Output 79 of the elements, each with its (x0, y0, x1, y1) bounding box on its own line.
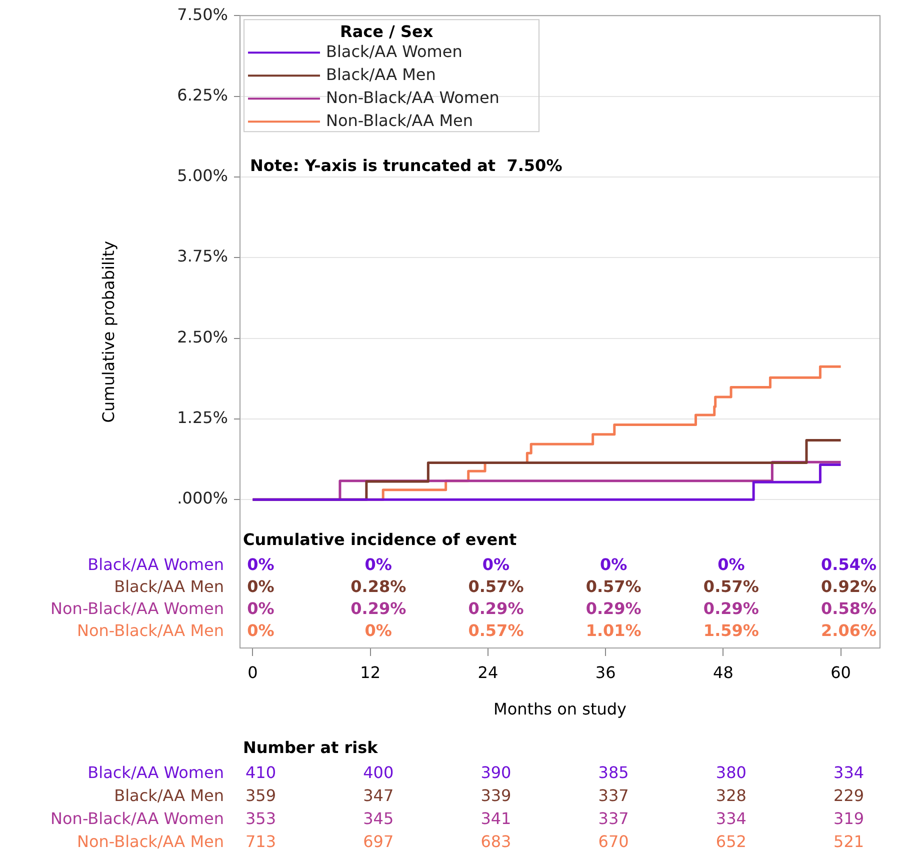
annotation: 1.59% (703, 621, 759, 640)
y-tick-label: 1.25% (177, 408, 228, 428)
legend-label: Black/AA Women (326, 42, 462, 61)
y-tick-label: 3.75% (177, 246, 228, 266)
text: 390 (480, 763, 512, 782)
annotation: 0.29% (350, 599, 406, 618)
text: 359 (245, 786, 276, 806)
text: 334 (834, 763, 864, 782)
annotation: 0% (364, 555, 392, 574)
text: Number at risk (243, 738, 378, 758)
annotation: 0% (364, 621, 392, 640)
text: 385 (598, 763, 629, 782)
text: Non-Black/AA Women (50, 809, 224, 828)
legend-title: Race / Sex (340, 22, 434, 41)
x-axis-title: Months on study (494, 700, 626, 719)
y-tick-label: 2.50% (177, 327, 228, 346)
annotation: 0% (247, 577, 274, 596)
text: 521 (834, 832, 864, 852)
x-tick-label: 24 (478, 662, 498, 682)
annotation: 0.29% (586, 599, 642, 618)
annotation: 2.06% (821, 621, 877, 640)
legend-label: Non-Black/AA Men (326, 110, 473, 130)
legend-label: Black/AA Men (326, 64, 436, 84)
y-tick-label: 5.00% (177, 166, 228, 186)
text: 319 (834, 809, 864, 828)
text: 400 (363, 763, 394, 782)
text: Black/AA Men (114, 786, 224, 806)
text: Non-Black/AA Men (77, 621, 224, 640)
text: 347 (363, 786, 394, 806)
text: 337 (598, 786, 629, 806)
text: 339 (480, 786, 512, 806)
annotation: 0% (247, 621, 274, 640)
y-tick-label: 6.25% (177, 85, 228, 104)
y-axis-title: Cumulative probability (98, 240, 118, 423)
annotation: 0% (247, 599, 274, 618)
x-tick-label: 36 (595, 662, 616, 682)
annotation: 0.57% (468, 577, 524, 596)
text: 328 (716, 786, 746, 806)
text: 670 (598, 832, 629, 852)
text: 337 (598, 809, 629, 828)
text: Black/AA Women (88, 763, 224, 782)
text: Non-Black/AA Women (50, 599, 224, 618)
text: 341 (480, 809, 512, 828)
annotation: 1.01% (586, 621, 642, 640)
y-tick-label: .000% (177, 488, 228, 508)
text: 697 (363, 832, 394, 852)
text: 353 (245, 809, 276, 828)
x-tick-label: 48 (713, 662, 734, 682)
text: Non-Black/AA Men (77, 832, 224, 852)
text: 380 (716, 763, 746, 782)
text: 713 (245, 832, 276, 852)
annotation: 0% (247, 555, 274, 574)
annotation: 0% (482, 555, 510, 574)
annotation: 0.58% (821, 599, 877, 618)
legend-label: Non-Black/AA Women (326, 88, 500, 107)
x-tick-label: 60 (830, 662, 851, 682)
text: 334 (716, 809, 746, 828)
text: Black/AA Men (114, 577, 224, 596)
text: 410 (245, 763, 276, 782)
text: 229 (834, 786, 864, 806)
x-tick-label: 12 (360, 662, 381, 682)
annotation: 0% (600, 555, 628, 574)
annotation: 0.29% (468, 599, 524, 618)
text: Black/AA Women (88, 555, 224, 574)
annotation: Cumulative incidence of event (243, 530, 517, 550)
annotation: 0% (718, 555, 745, 574)
annotation: 0.57% (703, 577, 759, 596)
annotation: 0.28% (350, 577, 406, 596)
y-tick-label: 7.50% (177, 4, 228, 24)
annotation: 0.57% (586, 577, 642, 596)
text: 683 (480, 832, 512, 852)
annotation: 0.29% (703, 599, 759, 618)
annotation: 0.57% (468, 621, 524, 640)
annotation: 0.54% (821, 555, 877, 574)
annotation: Note: Y-axis is truncated at 7.50% (250, 156, 562, 175)
annotation: 0.92% (821, 577, 877, 596)
text: 652 (716, 832, 746, 852)
x-tick-label: 0 (248, 662, 258, 682)
text: 345 (363, 809, 394, 828)
